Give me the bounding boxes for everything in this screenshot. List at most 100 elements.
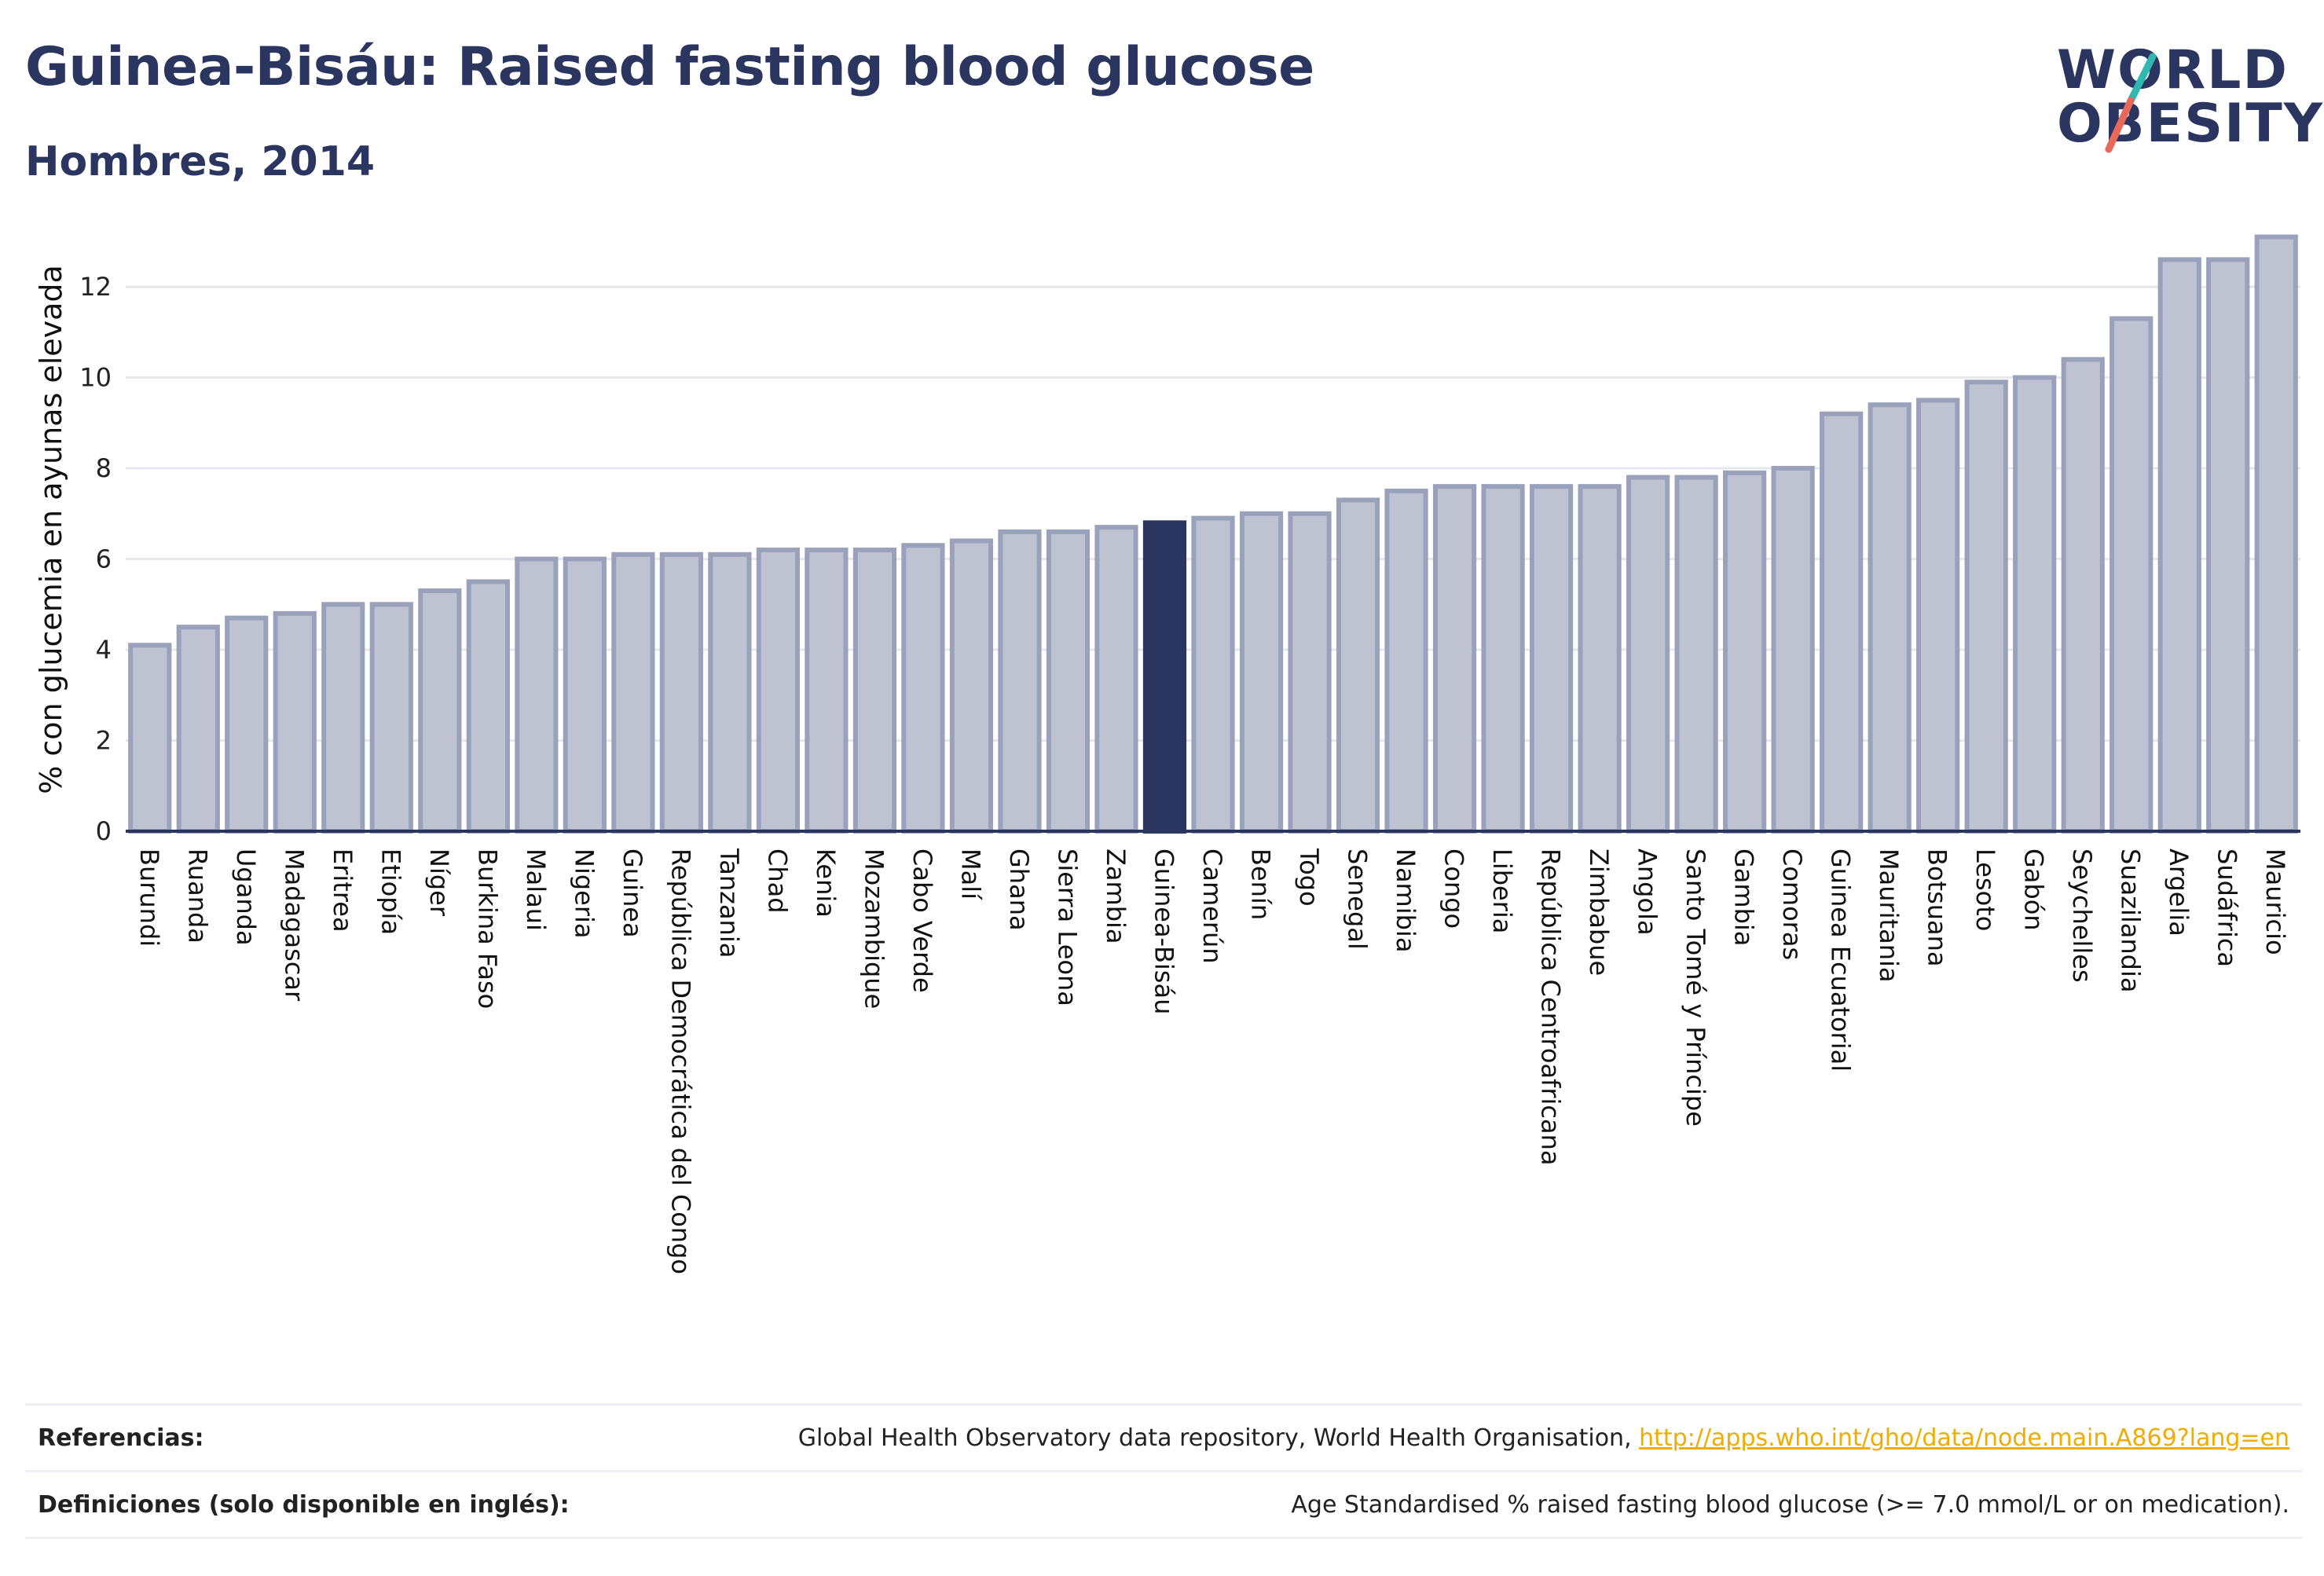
bar [369, 602, 413, 834]
x-tick-label: Kenia [811, 848, 841, 918]
bar [2254, 234, 2298, 834]
bar [756, 547, 801, 834]
definitions-label: Definiciones (solo disponible en inglés)… [38, 1491, 570, 1519]
bar [515, 556, 559, 834]
y-tick-label: 8 [96, 453, 112, 483]
bar [321, 602, 365, 834]
bar [2013, 375, 2057, 834]
x-tick-label: Angola [1633, 848, 1662, 936]
bar [1191, 515, 1235, 834]
x-tick-label: Malaui [521, 848, 551, 931]
bar [1916, 398, 1960, 834]
bar [1868, 402, 1912, 834]
x-tick-label: Malí [955, 848, 985, 900]
x-tick-label: Guinea [618, 848, 647, 938]
x-tick-label: Nigeria [569, 848, 599, 938]
x-tick-label: Burkina Faso [472, 848, 502, 1009]
bar [176, 625, 220, 834]
x-tick-label: Tanzania [714, 848, 744, 958]
bar-chart: 0 2 4 6 8 10 12 Burundi Ruanda Uganda Madagascar E… [34, 234, 2300, 1274]
x-tick-label: Camerún [1197, 848, 1227, 964]
bar [2157, 257, 2201, 834]
bar [949, 538, 994, 834]
bar [1239, 511, 1284, 834]
x-tick-label: Botsuana [1923, 848, 1952, 967]
bar [901, 543, 945, 834]
x-tick-label: Suazilandia [2116, 848, 2146, 992]
x-tick-label: Namibia [1391, 848, 1420, 952]
logo-line-2: OBESITY [2057, 93, 2324, 155]
bar [466, 579, 510, 834]
x-tick-label: Ruanda [182, 848, 212, 944]
x-tick-label: Etiopía [376, 848, 405, 935]
y-tick-label: 6 [96, 544, 112, 574]
bar [1723, 470, 1767, 834]
bar [1336, 497, 1380, 834]
bar [1046, 529, 1091, 834]
world-obesity-logo: WORLD OBESITY [2043, 31, 2322, 165]
x-tick-label: Zambia [1101, 848, 1131, 944]
references-row: Referencias: Global Health Observatory d… [25, 1403, 2302, 1470]
x-tick-label: Comoras [1777, 848, 1807, 960]
references-link[interactable]: http://apps.who.int/gho/data/node.main.A… [1639, 1424, 2289, 1452]
y-axis-label: % con glucemia en ayunas elevada [34, 265, 68, 794]
bar [2206, 257, 2250, 834]
references-text: Global Health Observatory data repositor… [797, 1424, 1640, 1452]
y-tick-label: 2 [96, 726, 112, 756]
x-tick-label: Argelia [2164, 848, 2194, 936]
bar [1432, 484, 1477, 834]
y-tick-label: 0 [96, 816, 112, 846]
bar [2110, 316, 2154, 834]
x-tick-label: Eritrea [328, 848, 357, 933]
x-tick-label: Chad [762, 848, 792, 914]
x-tick-label: Mauricio [2260, 848, 2290, 955]
bar [225, 615, 269, 834]
bar [128, 643, 172, 834]
bar [998, 529, 1042, 834]
references-value: Global Health Observatory data repositor… [798, 1424, 2289, 1452]
bar-highlighted [1142, 520, 1187, 834]
bar [708, 552, 752, 834]
x-tick-label: Sierra Leona [1052, 848, 1082, 1006]
y-tick-label: 4 [96, 635, 112, 665]
definitions-row: Definiciones (solo disponible en inglés)… [25, 1470, 2302, 1539]
bar [611, 552, 655, 834]
bar [1288, 511, 1332, 834]
x-tick-label: Zimbabue [1584, 848, 1614, 976]
bar [1578, 484, 1622, 834]
x-tick-labels: Burundi Ruanda Uganda Madagascar Eritrea Etio… [134, 848, 2290, 1274]
x-tick-label: Congo [1439, 848, 1469, 929]
bar [2061, 357, 2105, 834]
x-tick-label: Ghana [1004, 848, 1034, 931]
x-tick-label: Gabón [2019, 848, 2049, 931]
references-label: Referencias: [38, 1424, 204, 1452]
y-tick-labels: 0 2 4 6 8 10 12 [79, 272, 112, 846]
bar [273, 610, 317, 834]
x-tick-label: Mozambique [859, 848, 889, 1009]
x-tick-label: Santo Tomé y Príncipe [1681, 848, 1710, 1127]
chart-subtitle: Hombres, 2014 [25, 138, 376, 185]
bar [1964, 379, 2008, 834]
x-tick-label: Lesoto [1970, 848, 2000, 931]
x-tick-label: República Democrática del Congo [665, 848, 695, 1274]
x-tick-label: Níger [424, 848, 454, 917]
x-tick-label: Cabo Verde [907, 848, 937, 993]
x-tick-label: Madagascar [279, 848, 309, 1002]
x-tick-label: República Centroafricana [1536, 848, 1566, 1165]
chart-title: Guinea-Bisáu: Raised fasting blood gluco… [25, 36, 1314, 98]
bar [1384, 488, 1428, 834]
bar [1771, 466, 1815, 834]
x-tick-label: Burundi [134, 848, 164, 947]
bar [1481, 484, 1525, 834]
bar [563, 556, 607, 834]
x-tick-label: Benín [1246, 848, 1276, 920]
x-tick-label: Liberia [1487, 848, 1517, 933]
bars [128, 234, 2298, 834]
x-tick-label: Sudáfrica [2212, 848, 2242, 967]
bar [418, 588, 462, 834]
bar [1820, 411, 1864, 834]
bar [1626, 475, 1670, 834]
definitions-value: Age Standardised % raised fasting blood … [1291, 1491, 2289, 1519]
x-tick-label: Uganda [231, 848, 261, 946]
footer-table: Referencias: Global Health Observatory d… [25, 1403, 2302, 1539]
